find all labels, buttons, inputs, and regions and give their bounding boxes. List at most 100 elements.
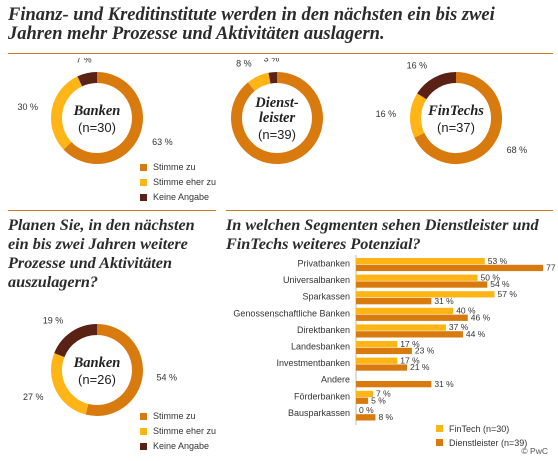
bar-category-label: Sparkassen xyxy=(302,292,350,302)
bar-legend-swatch xyxy=(436,425,443,432)
bar-fintech xyxy=(356,291,495,298)
donut-center-label: FinTechs xyxy=(427,103,484,119)
legend-item-stimme-zu: Stimme zu xyxy=(140,162,196,172)
bar-value-label: 5 % xyxy=(371,395,386,405)
donut-segment-stimme-zu xyxy=(85,324,143,416)
bar-value-label: 31 % xyxy=(434,379,454,389)
bar-value-label: 17 % xyxy=(400,355,420,365)
bar-value-label: 77 % xyxy=(546,263,556,273)
bar-dienstleister xyxy=(356,364,408,371)
donut-segment-stimme-zu xyxy=(63,72,143,164)
bar-legend-label: Dienstleister (n=39) xyxy=(449,438,527,448)
legend-item-stimme-eher-zu: Stimme eher zu xyxy=(140,177,216,187)
bar-fintech xyxy=(356,258,485,265)
donut-value-label: 30 % xyxy=(18,102,39,112)
bar-category-label: Andere xyxy=(321,375,350,385)
bar-value-label: 7 % xyxy=(376,389,391,399)
bar-category-label: Genossenschaftliche Banken xyxy=(233,308,350,318)
bar-legend-swatch xyxy=(436,439,443,446)
bar-category-label: Universalbanken xyxy=(283,275,350,285)
donut-value-label: 68 % xyxy=(507,145,528,155)
legend-swatch xyxy=(140,164,147,171)
legend-label: Stimme zu xyxy=(153,411,196,421)
bar-value-label: 21 % xyxy=(410,362,430,372)
bar-value-label: 54 % xyxy=(490,279,510,289)
donut-center-sub: (n=26) xyxy=(78,372,116,387)
legend-swatch xyxy=(140,179,147,186)
donut-chart-dienstleister: 90 %8 %3 %Dienst-leister(n=39) xyxy=(231,58,323,164)
legend-label: Stimme zu xyxy=(153,162,196,172)
legend-swatch xyxy=(140,428,147,435)
donut-segment-keine-angabe xyxy=(417,72,457,100)
bar-value-label: 50 % xyxy=(481,272,501,282)
bar-dienstleister xyxy=(356,314,468,321)
donut-chart-banken-26: 54 % 27 % 19 % Banken(n=26) xyxy=(23,315,178,416)
bar-fintech xyxy=(356,324,446,331)
bar-value-label: 37 % xyxy=(449,322,469,332)
top-divider xyxy=(8,53,553,54)
legend-item-stimme-eher-zu: Stimme eher zu xyxy=(140,426,216,436)
donut-value-label: 27 % xyxy=(23,392,44,402)
bar-dienstleister xyxy=(356,331,463,338)
bar-value-label: 44 % xyxy=(466,329,486,339)
bar-legend-label: FinTech (n=30) xyxy=(449,424,509,434)
bar-value-label: 23 % xyxy=(415,346,435,356)
donut-center-label: Dienst- xyxy=(254,95,299,111)
donut-value-label: 16 % xyxy=(407,60,428,70)
bar-fintech xyxy=(356,307,454,315)
copyright-notice: © PwC xyxy=(521,446,548,456)
bar-category-label: Direktbanken xyxy=(297,325,350,335)
donut-value-label: 54 % xyxy=(157,373,178,383)
bar-category-label: Bausparkassen xyxy=(288,408,350,418)
bar-fintech xyxy=(356,274,478,281)
donut-center-label: leister xyxy=(259,110,296,126)
donut-segment-stimme-zu xyxy=(414,72,502,164)
bar-value-label: 46 % xyxy=(471,312,491,322)
legend-swatch xyxy=(140,194,147,201)
main-title: Finanz- und Kreditinstitute werden in de… xyxy=(8,5,495,44)
bar-dienstleister xyxy=(356,347,412,355)
donut-segment-stimme-eher-zu xyxy=(247,72,271,92)
bar-fintech xyxy=(356,341,398,348)
donut-value-label: 16 % xyxy=(376,109,397,119)
donut-chart-fintechs: 68 % 16 % 16 % FinTechs(n=37) xyxy=(376,60,528,164)
donut-center-label: Banken xyxy=(73,103,121,119)
donut-segment-stimme-eher-zu xyxy=(51,76,83,150)
donut-value-label: 3 % xyxy=(264,58,280,63)
bar-dienstleister xyxy=(356,264,544,272)
legend-label: Stimme eher zu xyxy=(153,426,217,436)
donut-segment-stimme-zu xyxy=(231,72,323,164)
donut-center-sub: (n=39) xyxy=(258,127,296,142)
bar-dienstleister xyxy=(356,397,369,404)
donut-value-label: 19 % xyxy=(43,315,64,325)
middle-divider-right xyxy=(226,210,553,211)
question-segments: In welchen Segmenten sehen Dienstleister… xyxy=(226,216,539,253)
legend-item-keine-angabe: Keine Angabe xyxy=(140,192,209,202)
donut-value-label: 7 % xyxy=(76,58,92,64)
legend-label: Stimme eher zu xyxy=(153,177,217,187)
donut-center-sub: (n=30) xyxy=(78,120,116,135)
bar-value-label: 8 % xyxy=(378,412,393,422)
middle-divider-left xyxy=(8,210,216,211)
bar-value-label: 57 % xyxy=(498,289,518,299)
donut-segment-keine-angabe xyxy=(268,72,278,84)
donut-value-label: 63 % xyxy=(152,137,173,147)
donut-center-sub: (n=37) xyxy=(437,120,475,135)
bar-dienstleister xyxy=(356,381,432,388)
legend-item-stimme-zu: Stimme zu xyxy=(140,411,196,421)
donut-center-label: Banken xyxy=(73,355,121,371)
bar-value-label: 53 % xyxy=(488,256,508,266)
donut-value-label: 8 % xyxy=(236,59,252,69)
bar-dienstleister xyxy=(356,414,376,421)
legend-label: Keine Angabe xyxy=(153,441,210,451)
bar-category-label: Investmentbanken xyxy=(276,358,350,368)
donut-segment-keine-angabe xyxy=(77,72,98,87)
donut-segment-stimme-eher-zu xyxy=(410,93,427,138)
bar-dienstleister xyxy=(356,281,488,288)
bar-value-label: 17 % xyxy=(400,339,420,349)
legend-label: Keine Angabe xyxy=(153,192,210,202)
bar-value-label: 31 % xyxy=(434,296,454,306)
donut-segment-keine-angabe xyxy=(54,324,98,358)
donut-chart-banken-30: 63 % 30 % 7 % Banken(n=30) xyxy=(18,58,173,164)
